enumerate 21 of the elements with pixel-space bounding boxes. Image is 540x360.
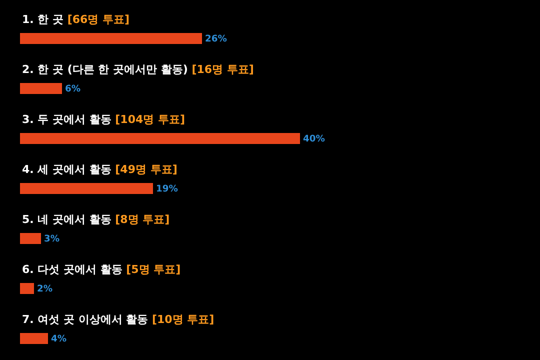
y-tick-label: 1. 한 곳 [66명 투표]: [22, 13, 130, 26]
y-tick-label: 5. 네 곳에서 활동 [8명 투표]: [22, 213, 170, 226]
y-tick-label: 6. 다섯 곳에서 활동 [5명 투표]: [22, 263, 181, 276]
bar: [20, 83, 62, 94]
y-tick-label: 3. 두 곳에서 활동 [104명 투표]: [22, 113, 186, 126]
bar: [20, 233, 41, 244]
data-label: 6%: [65, 84, 81, 95]
data-label: 3%: [44, 234, 60, 245]
data-label: 19%: [156, 184, 178, 195]
data-label: 2%: [37, 284, 53, 295]
data-label: 40%: [303, 134, 325, 145]
y-tick-label: 7. 여섯 곳 이상에서 활동 [10명 투표]: [22, 313, 214, 326]
bar: [20, 33, 202, 44]
y-tick-label: 4. 세 곳에서 활동 [49명 투표]: [22, 163, 178, 176]
bar: [20, 283, 34, 294]
data-label: 26%: [205, 34, 227, 45]
bar: [20, 183, 153, 194]
y-tick-label: 2. 한 곳 (다른 한 곳에서만 활동) [16명 투표]: [22, 63, 254, 76]
bar: [20, 133, 300, 144]
data-label: 4%: [51, 334, 67, 345]
bar: [20, 333, 48, 344]
